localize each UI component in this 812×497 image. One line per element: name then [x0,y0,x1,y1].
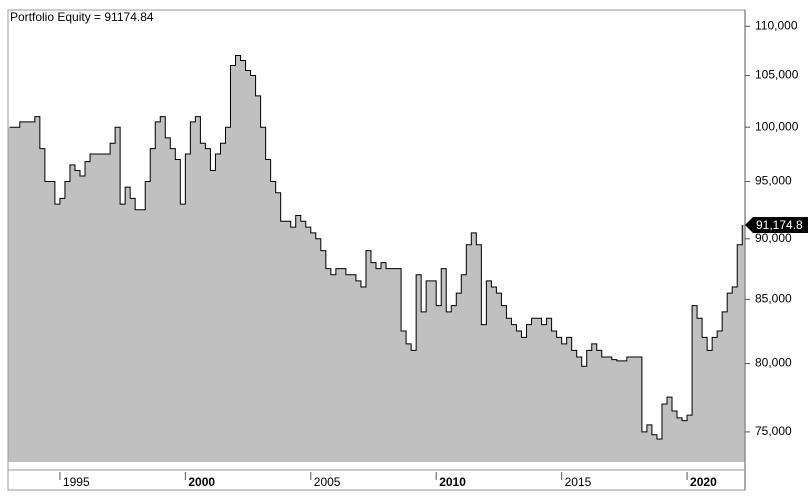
x-tick-label: 1995 [63,475,90,489]
y-tick-label: 90,000 [755,231,792,245]
last-value-tag [745,217,808,234]
x-tick-label: 2000 [188,475,215,489]
plot-area [7,55,745,462]
y-tick-label: 110,000 [755,18,798,32]
y-tick-label: 85,000 [755,292,792,306]
y-tick-label: 95,000 [755,174,792,188]
chart-title: Portfolio Equity = 91174.84 [10,10,154,24]
y-tick-label: 75,000 [755,424,792,438]
y-tick-label: 100,000 [755,119,799,133]
equity-line [9,55,743,440]
x-tick-label: 2005 [314,475,341,489]
x-tick-label: 2010 [439,475,466,489]
y-tick-label: 105,000 [755,68,799,82]
x-tick-label: 2015 [565,475,592,489]
y-tick-label: 80,000 [755,356,792,370]
last-value-label: 91,174.8 [756,218,803,232]
x-tick-label: 2020 [690,475,717,489]
equity-area [7,55,745,462]
